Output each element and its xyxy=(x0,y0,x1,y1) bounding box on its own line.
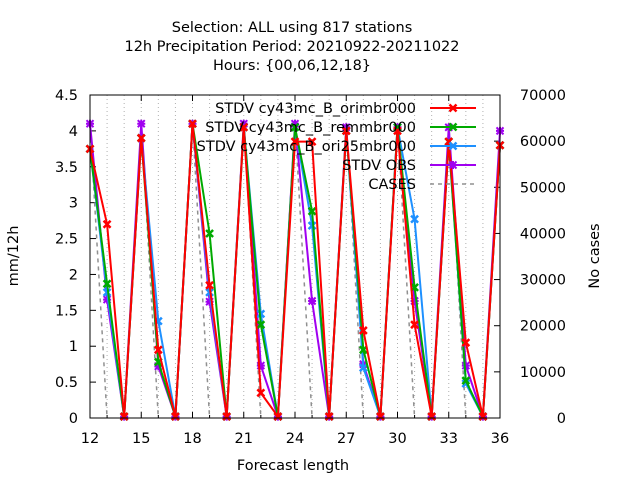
title-line-2: 12h Precipitation Period: 20210922-20211… xyxy=(124,39,459,55)
data-point xyxy=(478,412,488,421)
data-point xyxy=(324,412,334,421)
x-tick-label: 12 xyxy=(81,431,99,447)
axis-ticks: 12 15 18 21 24 27 30 33 36 0 0.5 1 1.5 2 2.5 3 3.5 4 4.5 0 1… xyxy=(55,88,566,447)
legend-marker xyxy=(448,141,458,151)
data-point xyxy=(239,122,249,132)
data-point xyxy=(102,219,112,229)
data-point xyxy=(290,137,300,147)
data-point xyxy=(410,214,419,224)
data-point xyxy=(256,388,266,398)
data-point xyxy=(410,320,419,330)
legend-marker xyxy=(448,122,458,132)
x-tick-label: 36 xyxy=(491,431,509,447)
title-line-1: Selection: ALL using 817 stations xyxy=(172,20,413,36)
data-point xyxy=(256,320,266,330)
y2-tick-label: 30000 xyxy=(520,273,566,289)
legend-label: STDV cy43mc_B_remmbr000 xyxy=(205,120,416,136)
data-point xyxy=(136,133,146,143)
y2-tick-label: 10000 xyxy=(520,365,566,381)
y2-tick-label: 0 xyxy=(557,411,566,427)
legend-marker xyxy=(448,160,458,170)
data-point xyxy=(205,297,214,306)
data-point xyxy=(358,345,368,355)
data-point xyxy=(307,137,317,147)
data-point xyxy=(102,279,112,289)
y-tick-label: 2 xyxy=(69,267,78,283)
data-point xyxy=(119,412,129,421)
data-point xyxy=(410,296,419,306)
chart-title: Selection: ALL using 817 stations 12h Pr… xyxy=(124,20,459,74)
y-tick-label: 2.5 xyxy=(55,232,78,248)
data-point xyxy=(376,412,385,421)
x-tick-label: 18 xyxy=(183,431,201,447)
y-tick-label: 3.5 xyxy=(55,160,78,176)
data-point xyxy=(307,206,317,216)
data-point xyxy=(188,119,197,129)
x-tick-label: 27 xyxy=(337,431,355,447)
y-tick-label: 4 xyxy=(69,124,78,140)
data-point xyxy=(342,123,351,132)
y-tick-label: 0 xyxy=(69,411,78,427)
data-point xyxy=(205,229,214,238)
data-point xyxy=(358,363,368,373)
y-tick-label: 3 xyxy=(69,196,78,212)
y-tick-label: 1.5 xyxy=(55,303,78,319)
data-point xyxy=(222,412,232,421)
data-point xyxy=(461,338,471,348)
data-point xyxy=(239,119,248,128)
y2-tick-label: 40000 xyxy=(520,226,566,242)
x-tick-label: 33 xyxy=(440,431,458,447)
data-point xyxy=(341,126,351,136)
data-point xyxy=(358,326,368,335)
legend-marker xyxy=(448,103,458,113)
y-tick-label: 1 xyxy=(69,339,78,355)
legend-label: STDV OBS xyxy=(342,158,416,174)
plot-frame xyxy=(89,94,501,419)
series-0 xyxy=(85,119,505,421)
y-tick-label: 4.5 xyxy=(55,88,78,104)
x-tick-label: 30 xyxy=(388,431,406,447)
legend-label: STDV cy43mc_B_orimbr000 xyxy=(215,101,416,117)
x-tick-label: 21 xyxy=(235,431,253,447)
data-point xyxy=(290,119,300,128)
legend-label: CASES xyxy=(368,177,416,193)
y2-tick-label: 60000 xyxy=(520,134,566,150)
data-point xyxy=(137,119,146,128)
data-point xyxy=(461,361,471,370)
title-line-3: Hours: {00,06,12,18} xyxy=(213,58,371,74)
data-point xyxy=(256,361,266,370)
y2-tick-label: 20000 xyxy=(520,319,566,335)
y2-tick-label: 70000 xyxy=(520,88,566,104)
x-axis-label: Forecast length xyxy=(237,458,349,474)
data-point xyxy=(290,122,300,132)
y-tick-label: 0.5 xyxy=(55,375,78,391)
y-axis-label: mm/12h xyxy=(6,226,22,287)
legend: STDV cy43mc_B_orimbr000 STDV cy43mc_B_rem… xyxy=(197,101,476,193)
y2-tick-label: 50000 xyxy=(520,180,566,196)
x-tick-label: 15 xyxy=(132,431,150,447)
y2-axis-label: No cases xyxy=(587,223,603,288)
data-point xyxy=(273,412,283,421)
data-point xyxy=(153,345,163,355)
data-point xyxy=(205,280,214,290)
data-point xyxy=(393,126,402,136)
legend-label: STDV cy43mc_B_ori25mbr000 xyxy=(197,139,416,155)
data-point xyxy=(461,376,471,386)
data-point xyxy=(154,362,163,371)
data-point xyxy=(171,412,180,421)
data-point xyxy=(427,412,437,421)
x-tick-label: 24 xyxy=(286,431,304,447)
data-point xyxy=(307,296,317,306)
